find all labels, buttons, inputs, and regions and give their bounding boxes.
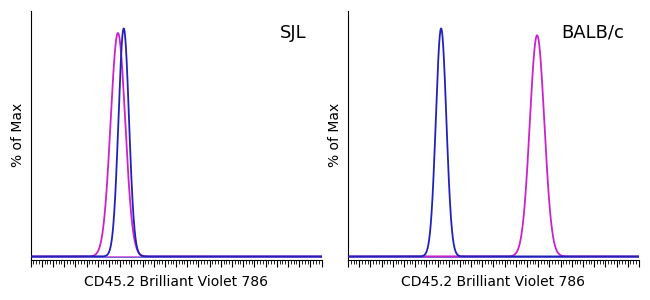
Text: SJL: SJL bbox=[280, 23, 307, 41]
Y-axis label: % of Max: % of Max bbox=[328, 103, 343, 167]
Y-axis label: % of Max: % of Max bbox=[11, 103, 25, 167]
X-axis label: CD45.2 Brilliant Violet 786: CD45.2 Brilliant Violet 786 bbox=[402, 275, 586, 289]
X-axis label: CD45.2 Brilliant Violet 786: CD45.2 Brilliant Violet 786 bbox=[84, 275, 268, 289]
Text: BALB/c: BALB/c bbox=[562, 23, 625, 41]
